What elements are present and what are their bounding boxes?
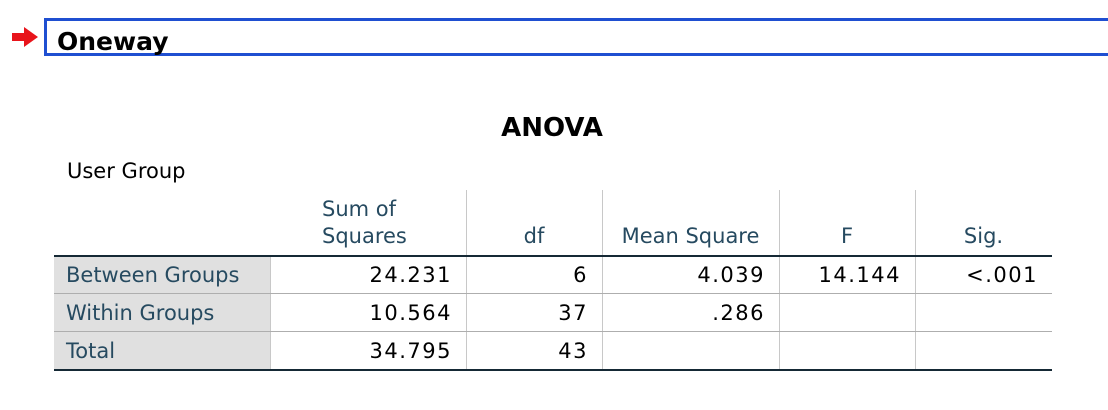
- dependent-variable-label: User Group: [67, 159, 186, 183]
- row-label-text: Between Groups: [66, 263, 240, 287]
- section-header-oneway[interactable]: Oneway: [44, 18, 1108, 56]
- table-cell: [915, 294, 1052, 332]
- table-cell: 43: [466, 332, 602, 370]
- cell-value: <.001: [966, 263, 1038, 287]
- column-header-label: Sig.: [963, 224, 1004, 248]
- cell-value: 34.795: [369, 339, 452, 363]
- table-cell: .286: [602, 294, 779, 332]
- column-header: Mean Square: [602, 190, 779, 256]
- table-cell: 37: [466, 294, 602, 332]
- table-cell: [779, 294, 915, 332]
- cell-value: 37: [558, 301, 588, 325]
- bottom-rule: [54, 369, 1052, 371]
- column-header-label: Mean Square: [621, 224, 760, 248]
- row-label-text: Total: [66, 339, 116, 363]
- row-rule: [54, 331, 1052, 332]
- label-column-separator: [270, 256, 271, 370]
- cell-value: .286: [712, 301, 765, 325]
- table-cell: 34.795: [270, 332, 466, 370]
- row-label: Between Groups: [54, 256, 270, 294]
- table-cell: 10.564: [270, 294, 466, 332]
- table-cell: 6: [466, 256, 602, 294]
- column-separator: [915, 190, 916, 370]
- row-label: Within Groups: [54, 294, 270, 332]
- cell-value: 43: [558, 339, 588, 363]
- cell-value: 4.039: [697, 263, 765, 287]
- cell-value: 6: [573, 263, 588, 287]
- table-cell: 24.231: [270, 256, 466, 294]
- column-header: Sum of Squares: [270, 190, 466, 256]
- table-cell: [602, 332, 779, 370]
- column-header: F: [779, 190, 915, 256]
- cell-value: 14.144: [818, 263, 901, 287]
- column-header: Sig.: [915, 190, 1052, 256]
- row-label: Total: [54, 332, 270, 370]
- column-header: df: [466, 190, 602, 256]
- table-cell: 4.039: [602, 256, 779, 294]
- table-cell: [915, 332, 1052, 370]
- row-rule: [54, 293, 1052, 294]
- cell-value: 24.231: [369, 263, 452, 287]
- table-title: ANOVA: [0, 110, 1108, 146]
- right-arrow-icon[interactable]: [12, 27, 38, 47]
- table-title-text: ANOVA: [501, 113, 603, 143]
- cell-value: 10.564: [369, 301, 452, 325]
- column-separator: [602, 190, 603, 370]
- header-rule: [54, 255, 1052, 257]
- table-cell: <.001: [915, 256, 1052, 294]
- table-cell: [779, 332, 915, 370]
- column-header-label: F: [840, 224, 854, 248]
- section-title: Oneway: [57, 27, 169, 56]
- column-separator: [466, 190, 467, 370]
- table-cell: 14.144: [779, 256, 915, 294]
- row-label-text: Within Groups: [66, 301, 215, 325]
- column-header-label: Sum of Squares: [322, 197, 407, 248]
- column-header-label: df: [523, 224, 545, 248]
- column-separator: [779, 190, 780, 370]
